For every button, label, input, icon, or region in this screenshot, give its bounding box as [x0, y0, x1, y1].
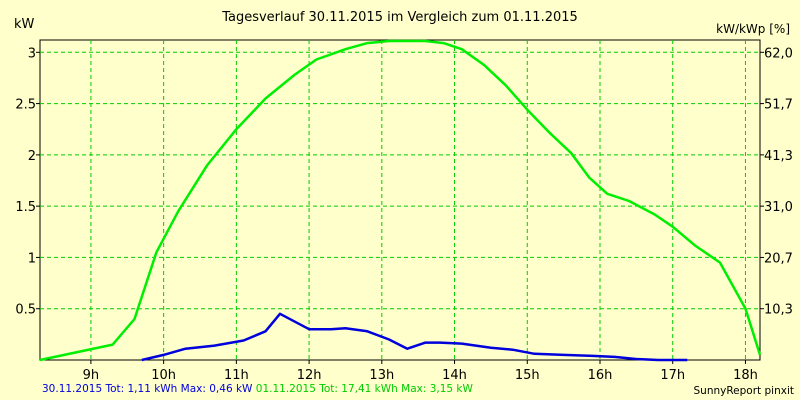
- credit-label: SunnyReport pinxit: [693, 385, 794, 397]
- y-tick-label-right: 10,3: [764, 303, 793, 318]
- x-tick-label: 18h: [733, 368, 758, 383]
- y-tick-label-left: 1: [28, 251, 36, 266]
- legend-entry-30-11: 30.11.2015 Tot: 1,11 kWh Max: 0,46 kW: [42, 383, 253, 395]
- x-tick-label: 16h: [588, 368, 613, 383]
- y-tick-label-left: 3: [28, 46, 36, 61]
- y-tick-label-right: 41,3: [764, 149, 793, 164]
- y-tick-label-right: 51,7: [764, 98, 793, 113]
- x-tick-label: 14h: [442, 368, 467, 383]
- y-tick-label-left: 1.5: [15, 200, 36, 215]
- series-line-30-11-2015: [141, 312, 688, 362]
- chart-title: Tagesverlauf 30.11.2015 im Vergleich zum…: [222, 10, 578, 25]
- y-tick-label-right: 31,0: [764, 200, 793, 215]
- x-tick-label: 12h: [297, 368, 322, 383]
- y-tick-label-right: 20,7: [764, 251, 793, 266]
- x-tick-label: 9h: [83, 368, 100, 383]
- y-tick-label-left: 0.5: [15, 303, 36, 318]
- series-line-01-11-2015: [39, 39, 762, 362]
- y-axis-left-label: kW: [14, 17, 35, 32]
- legend: 30.11.2015 Tot: 1,11 kWh Max: 0,46 kW 01…: [42, 383, 473, 395]
- y-axis-right-label: kW/kWp [%]: [716, 22, 790, 36]
- y-tick-label-left: 2.5: [15, 98, 36, 113]
- plot-area: [39, 39, 761, 361]
- legend-entry-01-11: 01.11.2015 Tot: 17,41 kWh Max: 3,15 kW: [255, 383, 473, 395]
- y-tick-label-left: 2: [28, 149, 36, 164]
- y-tick-label-right: 62,0: [764, 46, 793, 61]
- x-tick-label: 17h: [660, 368, 685, 383]
- x-tick-label: 11h: [224, 368, 249, 383]
- x-tick-label: 13h: [369, 368, 394, 383]
- x-tick-label: 10h: [151, 368, 176, 383]
- x-tick-label: 15h: [515, 368, 540, 383]
